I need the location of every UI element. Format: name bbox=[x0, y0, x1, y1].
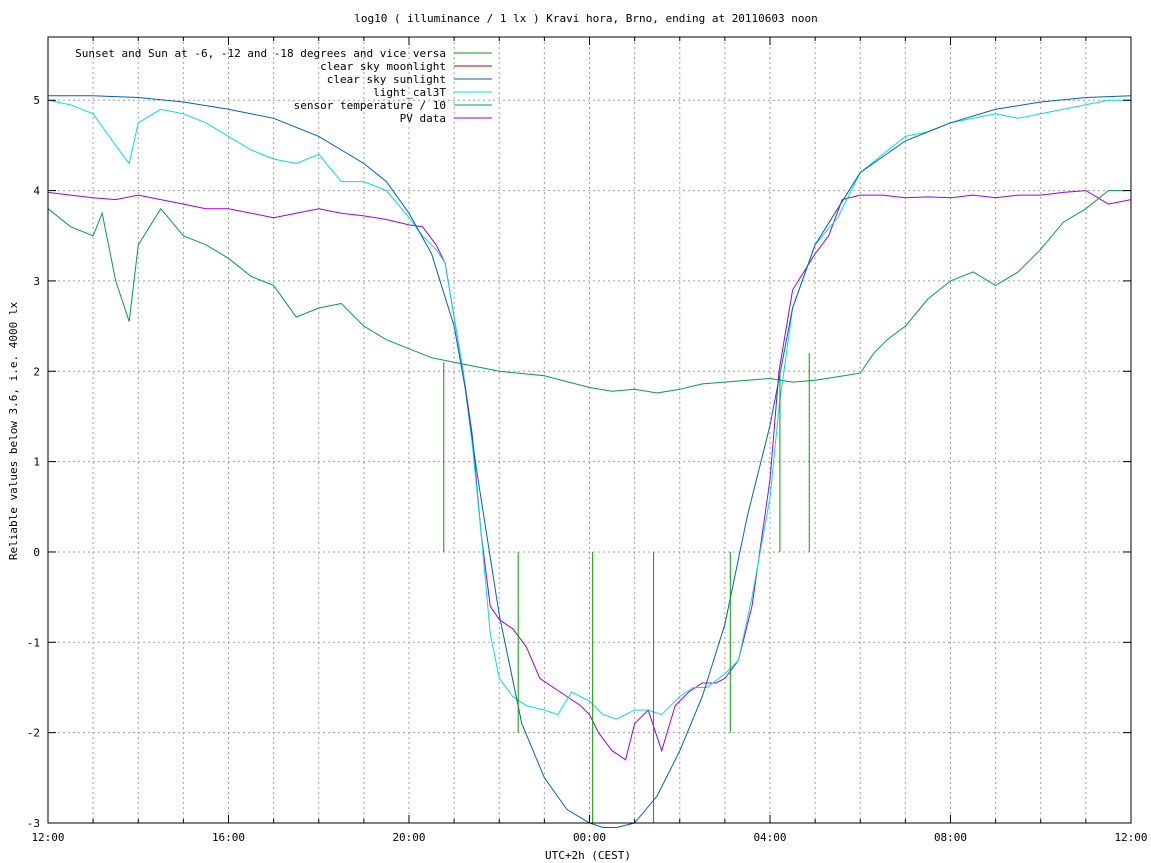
x-tick-label: 12:00 bbox=[31, 831, 64, 844]
y-tick-label: 5 bbox=[33, 94, 40, 107]
y-tick-label: 4 bbox=[33, 185, 40, 198]
legend: Sunset and Sun at -6, -12 and -18 degree… bbox=[75, 47, 492, 125]
x-tick-label: 04:00 bbox=[753, 831, 786, 844]
legend-label: clear sky moonlight bbox=[320, 60, 446, 73]
x-tick-label: 16:00 bbox=[212, 831, 245, 844]
y-tick-label: -1 bbox=[27, 636, 40, 649]
y-tick-label: 2 bbox=[33, 365, 40, 378]
series-layer bbox=[47, 95, 1132, 828]
x-tick-label: 20:00 bbox=[392, 831, 425, 844]
series-line-4 bbox=[47, 190, 1131, 394]
legend-label: Sunset and Sun at -6, -12 and -18 degree… bbox=[75, 47, 446, 60]
x-tick-label: 00:00 bbox=[573, 831, 606, 844]
series-line-2 bbox=[48, 95, 1132, 828]
y-tick-label: 3 bbox=[33, 275, 40, 288]
legend-label: sensor temperature / 10 bbox=[294, 99, 446, 112]
y-tick-label: -2 bbox=[27, 727, 40, 740]
y-tick-label: 0 bbox=[33, 546, 40, 559]
y-axis-label: Reliable values below 3.6, i.e. 4000 lx bbox=[7, 301, 20, 560]
x-axis-label: UTC+2h (CEST) bbox=[545, 849, 631, 862]
series-line-5 bbox=[47, 190, 1132, 761]
x-tick-label: 12:00 bbox=[1114, 831, 1147, 844]
plot-frame bbox=[47, 36, 1132, 824]
x-tick-label: 08:00 bbox=[934, 831, 967, 844]
grid bbox=[48, 37, 1131, 823]
chart-title: log10 ( illuminance / 1 lx ) Kravi hora,… bbox=[354, 12, 818, 25]
legend-label: PV data bbox=[400, 112, 446, 125]
legend-label: clear sky sunlight bbox=[327, 73, 446, 86]
y-tick-label: 1 bbox=[33, 456, 40, 469]
ticks: -3 -2 -1 0 1 2 3 4 5 12:00 16:00 20:00 00:00 04:00 08:… bbox=[27, 37, 1148, 844]
legend-label: light_cal3T bbox=[373, 86, 446, 99]
y-tick-label: -3 bbox=[27, 817, 40, 830]
series-line-3 bbox=[47, 99, 1131, 720]
